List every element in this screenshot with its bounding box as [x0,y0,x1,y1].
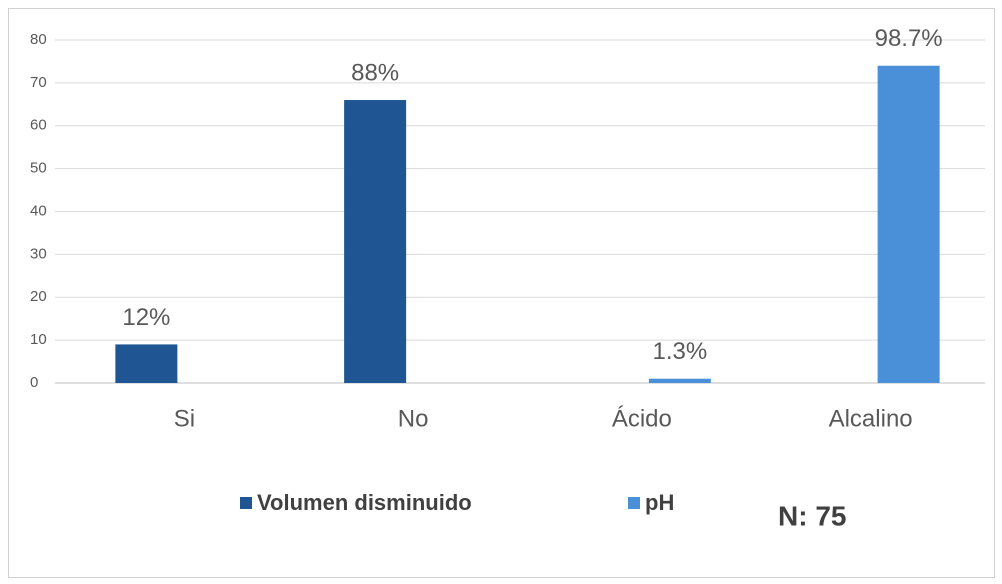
y-tick-label: 10 [30,331,47,348]
y-tick-label: 80 [30,31,47,48]
x-tick-label: Ácido [612,405,672,432]
y-tick-label: 0 [30,374,38,391]
y-tick-label: 20 [30,288,47,305]
bar [648,378,711,383]
legend-swatch [240,497,252,509]
legend-label: pH [645,490,674,515]
y-tick-label: 30 [30,245,47,262]
legend-swatch [628,497,640,509]
chart-border [8,8,995,578]
y-tick-label: 60 [30,117,47,134]
y-tick-label: 50 [30,160,47,177]
data-label: 88% [351,59,399,86]
data-label: 98.7% [875,25,943,52]
bar [877,65,940,383]
annotation: N: 75 [778,500,846,531]
x-tick-label: No [398,405,429,432]
x-tick-label: Si [174,405,195,432]
bar [344,100,407,384]
y-tick-label: 70 [30,74,47,91]
legend-label: Volumen disminuido [257,490,472,515]
data-label: 1.3% [653,338,708,365]
y-tick-label: 40 [30,202,47,219]
data-label: 12% [122,304,170,331]
x-tick-label: Alcalino [829,405,913,432]
bar [115,344,178,383]
